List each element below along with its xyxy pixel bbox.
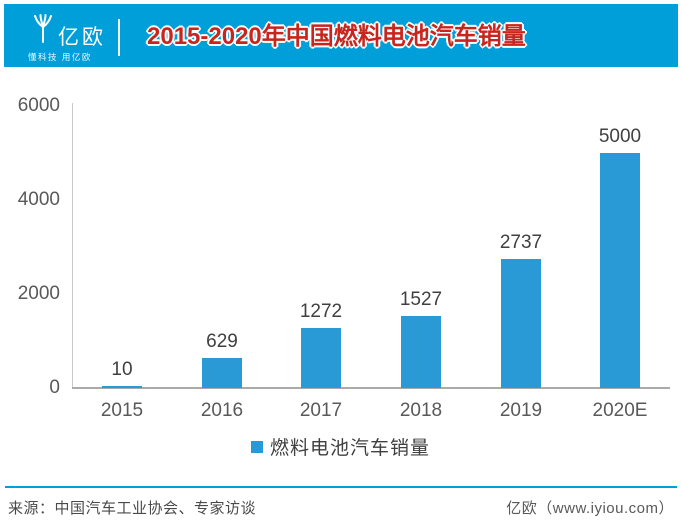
bar [600,153,640,388]
footer-rule [5,486,677,488]
header-banner: 亿欧 懂科技 用亿欧 2015-2020年中国燃料电池汽车销量 [4,4,678,67]
y-axis-line [72,103,73,388]
x-tick-label: 2019 [499,400,543,421]
y-tick-label: 4000 [17,189,60,210]
iyiou-logo-icon [34,14,52,43]
logo-wordmark: 亿欧 [58,26,106,49]
legend: 燃料电池汽车销量 [0,434,681,459]
x-tick-label: 2020E [592,400,648,421]
bar [501,259,541,388]
iyiou-logo: 亿欧 懂科技 用亿欧 [26,10,118,65]
x-tick-label: 2016 [200,400,244,421]
bar [401,316,441,388]
source-note: 来源：中国汽车工业协会、专家访谈 [8,499,257,517]
y-tick-label: 0 [49,377,60,398]
footer: 来源：中国汽车工业协会、专家访谈 亿欧（www.iyiou.com） [8,496,674,518]
bar [301,328,341,388]
bar-value-label: 1272 [299,301,343,322]
bar-value-label: 2737 [499,232,543,253]
x-tick-label: 2017 [299,400,343,421]
logo-tagline: 懂科技 用亿欧 [28,52,92,62]
bar-value-label: 10 [111,359,133,380]
legend-label: 燃料电池汽车销量 [269,437,430,459]
y-tick-label: 6000 [17,95,60,116]
brand-note: 亿欧（www.iyiou.com） [506,499,674,517]
bar-value-label: 5000 [598,126,642,147]
x-tick-label: 2015 [100,400,144,421]
legend-swatch [250,441,263,453]
header-divider [118,19,120,56]
x-tick-label: 2018 [399,400,443,421]
bar-value-label: 629 [206,331,238,352]
y-tick-label: 2000 [17,283,60,304]
bar [102,386,142,388]
chart-title: 2015-2020年中国燃料电池汽车销量 [147,23,526,50]
bar [202,358,242,388]
x-axis-line [72,387,670,389]
bar-value-label: 1527 [399,289,443,310]
